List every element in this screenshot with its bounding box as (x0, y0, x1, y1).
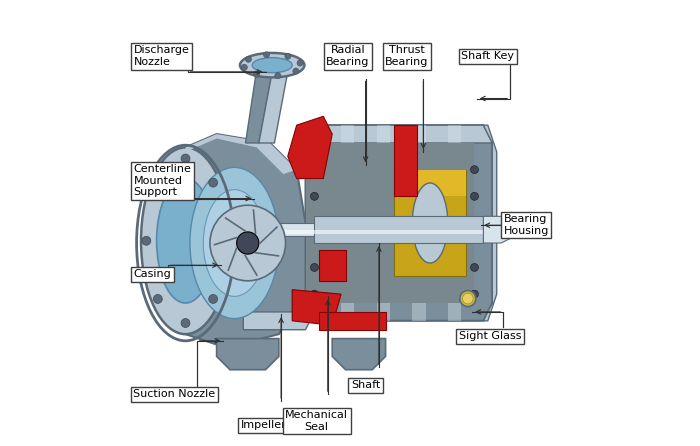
Circle shape (209, 294, 218, 303)
Text: Casing: Casing (134, 269, 172, 279)
Ellipse shape (190, 167, 279, 318)
Polygon shape (412, 125, 426, 321)
Polygon shape (395, 169, 466, 277)
Circle shape (220, 236, 229, 245)
Polygon shape (484, 216, 510, 243)
Polygon shape (244, 312, 314, 330)
Circle shape (153, 294, 162, 303)
Polygon shape (319, 312, 386, 330)
Circle shape (209, 178, 218, 187)
Polygon shape (186, 134, 297, 174)
Polygon shape (261, 223, 501, 236)
Bar (261, 230, 501, 234)
Text: Sight Glass: Sight Glass (459, 331, 522, 341)
Circle shape (181, 154, 190, 163)
Text: Thrust
Bearing: Thrust Bearing (385, 45, 428, 67)
Polygon shape (341, 125, 354, 321)
Polygon shape (246, 70, 272, 143)
Circle shape (274, 73, 281, 79)
Ellipse shape (157, 178, 214, 303)
Text: Bearing
Housing: Bearing Housing (503, 215, 549, 236)
Circle shape (210, 205, 286, 281)
Text: Suction Nozzle: Suction Nozzle (134, 389, 216, 399)
Polygon shape (314, 216, 484, 243)
Polygon shape (216, 339, 279, 370)
Polygon shape (395, 169, 466, 196)
Circle shape (142, 236, 150, 245)
Circle shape (297, 60, 303, 66)
Ellipse shape (141, 148, 230, 334)
Text: Mechanical
Seal: Mechanical Seal (285, 410, 348, 432)
Circle shape (253, 71, 260, 77)
Circle shape (181, 318, 190, 327)
Polygon shape (292, 290, 341, 325)
Text: Discharge
Nozzle: Discharge Nozzle (134, 45, 189, 67)
Polygon shape (288, 116, 332, 178)
Text: Centerline
Mounted
Support: Centerline Mounted Support (134, 164, 191, 198)
Text: Shaft: Shaft (351, 380, 380, 390)
Circle shape (460, 291, 476, 306)
Circle shape (285, 53, 291, 59)
Circle shape (263, 52, 270, 58)
Polygon shape (395, 125, 416, 196)
Circle shape (246, 56, 251, 62)
Circle shape (463, 293, 473, 304)
Circle shape (293, 68, 299, 74)
Text: Impeller: Impeller (240, 420, 286, 430)
Circle shape (310, 192, 319, 200)
Ellipse shape (240, 53, 304, 78)
Circle shape (153, 178, 162, 187)
Ellipse shape (203, 190, 265, 296)
Circle shape (470, 165, 479, 173)
Circle shape (310, 264, 319, 272)
Circle shape (310, 290, 319, 298)
Circle shape (310, 165, 319, 173)
Ellipse shape (252, 58, 292, 73)
Polygon shape (305, 125, 492, 143)
Text: Shaft Key: Shaft Key (461, 51, 514, 61)
Polygon shape (484, 125, 497, 321)
Circle shape (470, 192, 479, 200)
Polygon shape (448, 125, 461, 321)
Polygon shape (377, 125, 390, 321)
Circle shape (237, 232, 259, 254)
Polygon shape (305, 143, 475, 303)
Circle shape (470, 290, 479, 298)
Polygon shape (332, 339, 386, 370)
Polygon shape (305, 125, 492, 321)
Polygon shape (319, 250, 346, 281)
Text: Radial
Bearing: Radial Bearing (326, 45, 370, 67)
Circle shape (241, 64, 247, 70)
Polygon shape (259, 72, 288, 143)
Circle shape (470, 264, 479, 272)
Polygon shape (159, 134, 305, 347)
Ellipse shape (412, 183, 448, 263)
